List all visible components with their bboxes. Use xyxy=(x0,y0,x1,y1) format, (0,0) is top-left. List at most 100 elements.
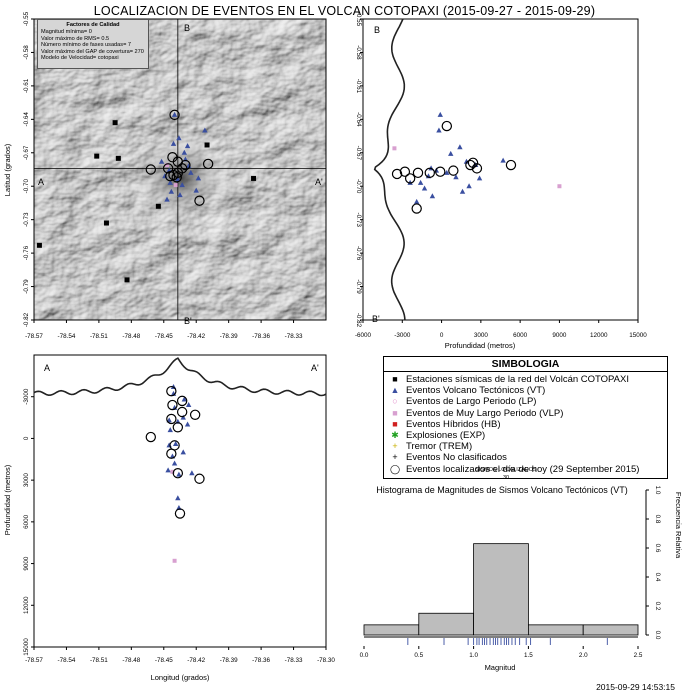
legend-item: + Tremor (TREM) xyxy=(384,441,667,452)
station-marker xyxy=(36,242,42,248)
ns-lp-markers xyxy=(392,146,562,189)
vt-marker xyxy=(448,150,454,156)
y-tick-label: 0.8 xyxy=(654,515,661,524)
y-tick-label: -0.58 xyxy=(355,45,362,60)
x-tick-label: -6000 xyxy=(355,332,372,339)
legend-item: ○ Eventos de Largo Periodo (LP) xyxy=(384,396,667,407)
hist-x-label: Magnitud xyxy=(485,663,516,672)
x-tick-label: -78.30 xyxy=(317,657,335,664)
vt-marker xyxy=(184,143,191,149)
today-marker xyxy=(165,170,176,182)
today-marker xyxy=(180,159,191,171)
vt-marker xyxy=(459,188,466,194)
vt-marker xyxy=(413,198,420,204)
station-markers xyxy=(36,120,257,283)
ew-y-ticks: -3000 0 3000 6000 9000 12000 15000 xyxy=(23,388,34,656)
vt-marker xyxy=(158,158,165,164)
vt-marker xyxy=(407,179,413,185)
station-marker xyxy=(94,153,100,159)
vt-marker xyxy=(195,175,202,181)
today-marker xyxy=(169,109,180,121)
lp-marker xyxy=(170,469,175,474)
legend-symbol-icon: ■ xyxy=(392,418,398,429)
x-tick-label: 12000 xyxy=(590,332,608,339)
legend-item: ■ Eventos de Muy Largo Periodo (VLP) xyxy=(384,408,667,419)
legend-label: Eventos Híbridos (HB) xyxy=(406,418,501,430)
x-tick-label: 2.5 xyxy=(634,652,643,659)
quality-line: Valor máximo del GAP de covertura= 270 xyxy=(41,48,144,55)
station-marker xyxy=(115,155,121,161)
legend-label: Eventos No clasificados xyxy=(406,452,507,464)
x-tick-label: 9000 xyxy=(552,332,567,339)
legend-item: + Eventos No clasificados xyxy=(384,452,667,463)
quality-box-title: Factores de Calidad xyxy=(66,22,120,28)
histogram-title: Histograma de Magnitudes de Sismos Volca… xyxy=(376,485,627,495)
today-marker xyxy=(441,120,453,132)
vt-marker xyxy=(188,169,194,175)
quality-line: Valor máximo de RMS= 0.5 xyxy=(41,35,110,42)
x-tick-label: -78.54 xyxy=(58,333,76,340)
x-tick-label: -78.51 xyxy=(90,657,108,664)
vt-marker xyxy=(421,185,428,191)
vt-marker xyxy=(170,140,177,146)
x-tick-label: 1.5 xyxy=(524,652,533,659)
x-tick-label: 0 xyxy=(440,332,444,339)
y-tick-label: 0.4 xyxy=(654,573,661,582)
y-tick-label: -0.76 xyxy=(355,246,362,261)
ew-today-markers xyxy=(145,385,205,519)
y-tick-label: 15000 xyxy=(23,638,30,656)
ns-x-label: Profundidad (metros) xyxy=(445,341,516,350)
quality-factors-box: Factores de Calidad Magnitud mínima= 0 V… xyxy=(37,19,149,69)
vt-marker xyxy=(167,179,173,185)
today-marker xyxy=(166,448,177,459)
legend-label: Eventos Volcano Tectónicos (VT) xyxy=(406,385,546,397)
today-marker xyxy=(176,395,188,407)
today-marker xyxy=(145,431,156,443)
station-marker xyxy=(124,277,130,283)
ns-label-b: B xyxy=(374,25,380,35)
quality-line: Número mínimo de fases usadas= 7 xyxy=(41,42,132,49)
histogram-bar xyxy=(473,543,529,636)
x-tick-label: -78.36 xyxy=(252,657,270,664)
lp-marker xyxy=(165,163,170,168)
legend-item: ▲ Eventos Volcano Tectónicos (VT) xyxy=(384,385,667,396)
y-tick-label: 1.0 xyxy=(654,486,661,495)
histogram-bar xyxy=(363,624,420,636)
vt-marker xyxy=(429,193,436,199)
y-tick-label: 0.0 xyxy=(654,631,661,640)
vt-marker xyxy=(453,174,459,180)
today-marker xyxy=(412,167,424,179)
ew-frame xyxy=(33,354,327,648)
today-marker xyxy=(411,203,422,214)
ns-frame xyxy=(362,18,639,321)
histogram-panel: SISMOS LOCALIZADOS 30 Histograma de Magn… xyxy=(360,467,683,672)
today-marker xyxy=(166,385,177,397)
today-marker xyxy=(424,167,435,179)
vt-marker xyxy=(184,421,191,427)
vt-marker xyxy=(171,460,178,466)
vt-marker xyxy=(476,175,483,181)
label-b-prime: B' xyxy=(184,316,192,326)
legend-symbol-icon: ○ xyxy=(392,396,398,407)
vt-marker xyxy=(172,440,179,446)
vt-marker xyxy=(181,149,188,155)
legend-label: Tremor (TREM) xyxy=(406,441,473,453)
x-tick-label: -78.57 xyxy=(25,657,43,664)
station-marker xyxy=(204,142,210,148)
x-tick-label: 1.0 xyxy=(469,652,478,659)
today-marker xyxy=(194,195,205,206)
ns-y-ticks: -0.55 -0.58 -0.61 -0.64 -0.67 -0.70 -0.73 -0.76… xyxy=(355,12,363,328)
legend-symbol-icon: ■ xyxy=(392,407,398,418)
y-tick-label: -0.61 xyxy=(23,78,30,93)
legend: SIMBOLOGIA ■ Estaciones sísmicas de la re… xyxy=(383,356,668,479)
y-tick-label: 0.6 xyxy=(654,544,661,553)
y-tick-label: -0.55 xyxy=(23,11,30,26)
ew-label-a: A xyxy=(44,363,50,373)
y-tick-label: -0.61 xyxy=(355,79,362,94)
vt-marker xyxy=(189,470,195,476)
lp-marker xyxy=(392,146,397,151)
vt-marker xyxy=(175,495,181,501)
ew-lp-markers xyxy=(170,469,177,563)
y-tick-label: 12000 xyxy=(23,596,30,614)
x-tick-label: -78.42 xyxy=(187,657,205,664)
